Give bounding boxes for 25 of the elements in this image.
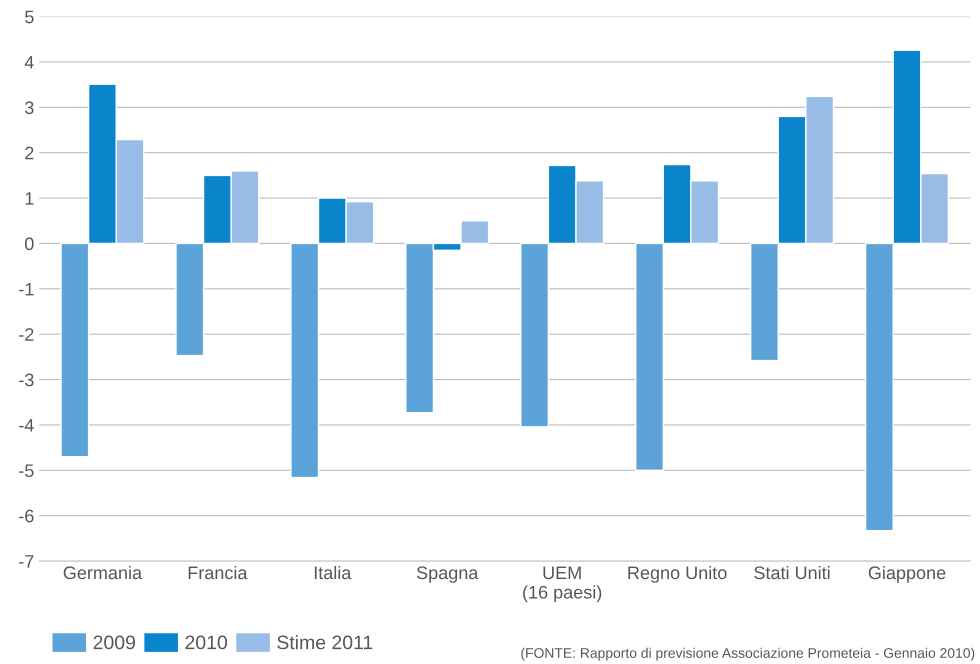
x-tick-label: Regno Unito: [628, 566, 727, 583]
y-tick-label: -2: [19, 328, 34, 341]
y-tick-label: 3: [24, 101, 34, 114]
y-tick-label: -5: [19, 464, 34, 478]
legend-label: 2009: [94, 636, 135, 650]
x-tick-label: Spagna: [416, 566, 478, 583]
x-tick-label: Giappone: [868, 566, 946, 583]
x-tick-label: Francia: [188, 566, 248, 580]
y-tick-label: -3: [19, 374, 34, 386]
legend-label: 2010: [185, 636, 227, 650]
x-tick-label: Germania: [64, 566, 142, 580]
x-tick-label: UEM (16 paesi): [523, 566, 602, 602]
y-tick-label: 4: [24, 56, 34, 69]
y-tick-label: 0: [25, 237, 34, 250]
text: (FONTE: Rapporto di previsione Associazione Prometeia - Gennaio 2010): [521, 648, 974, 661]
x-tick-label: Stati Uniti: [754, 566, 830, 580]
y-tick-label: -4: [19, 419, 34, 432]
y-tick-label: 1: [26, 192, 34, 205]
legend-label: Stime 2011: [277, 635, 372, 650]
y-tick-label: -6: [19, 510, 34, 522]
y-tick-label: 5: [25, 10, 34, 24]
y-tick-label: 2: [25, 146, 34, 160]
x-tick-label: Italia: [314, 566, 352, 580]
y-tick-label: -1: [19, 282, 34, 296]
y-tick-label: -7: [19, 555, 34, 568]
